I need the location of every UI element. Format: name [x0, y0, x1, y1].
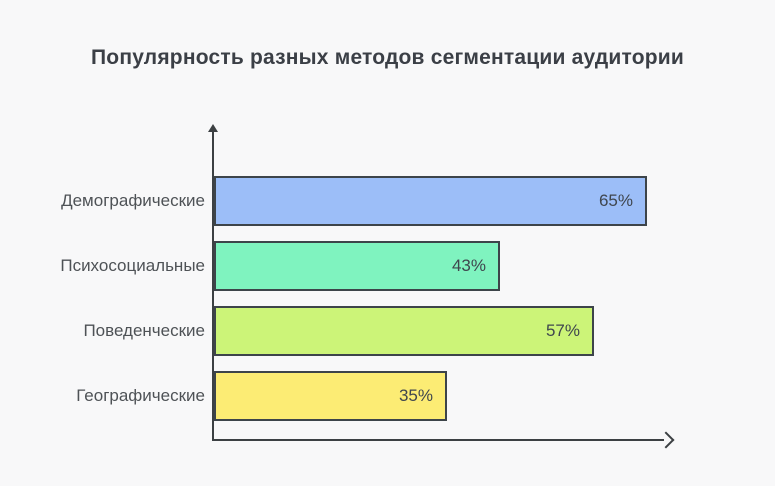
- y-axis: [212, 130, 214, 440]
- bar: 35%: [214, 371, 447, 421]
- category-label: Поведенческие: [83, 321, 205, 340]
- bar-value-label: 57%: [545, 321, 580, 340]
- bar-value-label: 43%: [451, 256, 486, 275]
- bar-value-label: 35%: [398, 386, 433, 405]
- category-label: Демографические: [61, 191, 205, 210]
- category-label: Психосоциальные: [60, 256, 205, 275]
- x-axis: [212, 439, 664, 441]
- y-axis-arrow-icon: [208, 124, 218, 132]
- category-label: Географические: [76, 386, 205, 405]
- bar: 57%: [214, 306, 594, 356]
- bar: 43%: [214, 241, 500, 291]
- chart-title: Популярность разных методов сегментации …: [91, 46, 684, 69]
- x-axis-arrow-icon: [657, 431, 675, 449]
- bar-value-label: 65%: [598, 191, 633, 210]
- bar: 65%: [214, 176, 647, 226]
